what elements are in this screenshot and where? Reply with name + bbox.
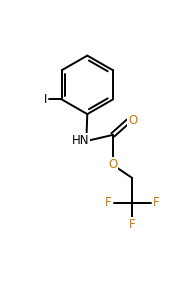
Text: F: F (105, 196, 112, 209)
Text: I: I (44, 93, 47, 106)
Text: F: F (153, 196, 160, 209)
Text: O: O (108, 158, 117, 171)
Text: O: O (128, 114, 138, 127)
Text: HN: HN (72, 134, 89, 147)
Text: F: F (129, 218, 135, 231)
